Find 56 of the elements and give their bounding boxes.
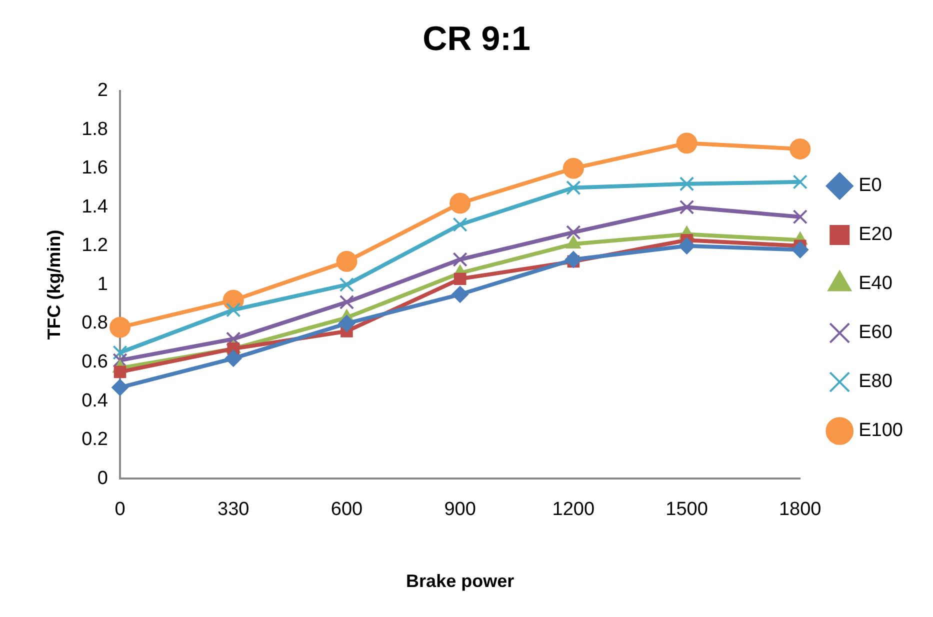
point xyxy=(339,294,354,310)
y-tick-label: 1.2 xyxy=(82,235,108,256)
point xyxy=(112,345,128,360)
point xyxy=(110,316,131,338)
y-axis-title: TFC (kg/min) xyxy=(44,230,64,340)
point xyxy=(790,138,811,160)
point xyxy=(676,132,698,154)
y-tick-label: 0.6 xyxy=(82,351,108,372)
point xyxy=(112,352,128,368)
chart-title: CR 9:1 xyxy=(422,20,530,58)
legend-label: E60 xyxy=(858,322,892,344)
legend-label: E100 xyxy=(858,420,903,442)
point xyxy=(336,250,358,272)
y-tick-label: 1.8 xyxy=(82,118,108,140)
point xyxy=(564,250,582,268)
point xyxy=(339,277,354,292)
point xyxy=(566,224,581,240)
x-tick-label: 330 xyxy=(218,499,250,520)
y-tick-label: 0.2 xyxy=(82,429,108,450)
x-tick-label: 1500 xyxy=(666,499,708,520)
point xyxy=(792,174,808,190)
point xyxy=(452,217,468,232)
x-tick-label: 900 xyxy=(444,499,476,520)
point xyxy=(112,378,129,396)
y-tick-label: 0.4 xyxy=(82,390,108,412)
x-axis-title: Brake power xyxy=(406,571,514,592)
x-tick-label: 1800 xyxy=(778,499,822,520)
point xyxy=(452,286,469,303)
point xyxy=(224,350,242,367)
y-tick-label: 1 xyxy=(97,274,108,295)
point xyxy=(562,158,584,179)
legend-label: E0 xyxy=(858,175,882,196)
x-tick-label: 0 xyxy=(114,499,126,520)
point xyxy=(226,332,241,346)
point xyxy=(566,180,581,196)
y-tick-label: 1.4 xyxy=(82,196,108,218)
point xyxy=(792,241,809,258)
x-tick-label: 600 xyxy=(330,499,363,520)
point xyxy=(679,176,694,192)
point xyxy=(452,252,468,267)
point xyxy=(450,192,471,214)
point xyxy=(792,209,808,224)
legend-label: E80 xyxy=(858,371,892,392)
point xyxy=(454,272,466,286)
y-tick-label: 0 xyxy=(97,468,108,489)
y-tick-label: 2 xyxy=(97,80,108,102)
point xyxy=(678,237,696,254)
y-tick-label: 1.6 xyxy=(82,158,108,179)
point xyxy=(338,314,356,332)
x-tick-label: 1200 xyxy=(552,499,595,520)
point xyxy=(114,366,126,378)
y-tick-label: 0.8 xyxy=(82,312,108,334)
point xyxy=(226,302,241,318)
legend-label: E40 xyxy=(858,273,892,294)
point xyxy=(679,200,694,215)
legend-label: E20 xyxy=(858,224,892,246)
